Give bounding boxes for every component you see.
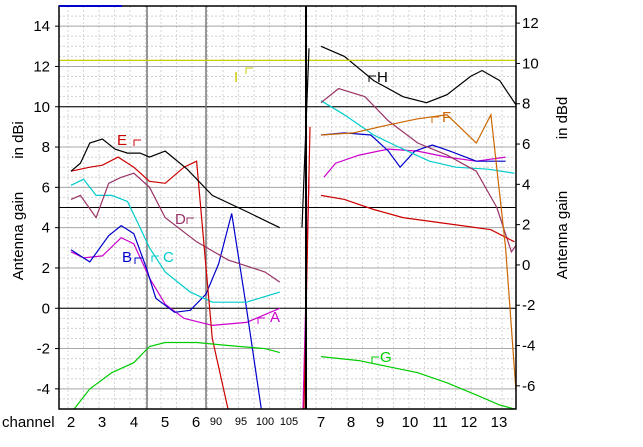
left-y-tick-label: 14 xyxy=(33,18,50,35)
plot-border xyxy=(58,5,517,410)
x-tick-label: 3 xyxy=(98,414,106,431)
x-tick-label: 13 xyxy=(491,414,508,431)
series-f-callout xyxy=(431,116,439,123)
left-y-tick-label: -2 xyxy=(37,341,50,358)
labels-layer: 14 12 10 8 6 4 2 0 -2 -4 12 10 8 6 4 2 0 -2 -4 -6 2 3 4 5 6 7 8 9 10… xyxy=(33,15,538,431)
x-tick-label: 9 xyxy=(376,414,384,431)
series-d-low-band xyxy=(70,172,281,283)
series-a-label: A xyxy=(270,309,280,326)
left-y-tick-label: 6 xyxy=(42,179,50,196)
series-c-label: C xyxy=(163,249,174,266)
x-tick-label: 8 xyxy=(347,414,355,431)
right-y-tick-label: 8 xyxy=(522,96,530,113)
series-g-low-band xyxy=(73,341,280,409)
series-d-label: D xyxy=(175,211,186,228)
series-a-callout xyxy=(257,317,265,324)
right-y-tick-label: 4 xyxy=(522,176,530,193)
x-tick-label: 5 xyxy=(161,414,169,431)
series-g-label: G xyxy=(380,349,392,366)
series-f-high-band xyxy=(320,112,516,400)
left-axis-title-line1: Antenna gain xyxy=(10,192,27,280)
series-layer xyxy=(59,45,516,409)
left-y-tick-label: 10 xyxy=(33,99,50,116)
x-small-tick-label: 90 xyxy=(210,416,222,428)
x-tick-label: 11 xyxy=(432,414,448,431)
series-f-label: F xyxy=(442,109,451,126)
right-y-tick-label: 0 xyxy=(522,257,530,274)
x-tick-label: 4 xyxy=(130,414,138,431)
left-y-tick-label: -4 xyxy=(37,381,50,398)
series-h-label: H xyxy=(377,69,388,86)
series-c-high-band xyxy=(320,100,515,174)
right-y-tick-label: -2 xyxy=(522,297,535,314)
x-tick-label: 2 xyxy=(67,414,75,431)
left-y-tick-label: 2 xyxy=(42,260,50,277)
series-e-callout xyxy=(133,139,141,146)
series-c-callout xyxy=(151,255,159,262)
series-c-low-band xyxy=(70,178,280,303)
series-g-high-band xyxy=(320,356,515,409)
series-h-low-band xyxy=(70,138,281,229)
x-tick-label: 10 xyxy=(402,414,419,431)
major-grid xyxy=(59,6,516,409)
right-y-tick-label: 10 xyxy=(522,55,539,72)
right-axis-title-line1: Antenna gain xyxy=(554,191,571,279)
series-b-high-band xyxy=(320,132,506,169)
series-e-label: E xyxy=(117,132,127,149)
series-a-high-band xyxy=(323,148,506,178)
series-b-label: B xyxy=(122,249,132,266)
left-axis-title-line2: in dBi xyxy=(10,121,27,159)
x-tick-label: 6 xyxy=(192,414,200,431)
right-axis-title-line2: in dBd xyxy=(554,97,571,140)
series-b-callout xyxy=(134,257,142,264)
left-y-tick-label: 0 xyxy=(42,300,50,317)
right-y-tick-label: 2 xyxy=(522,217,530,234)
series-g-callout xyxy=(371,356,379,363)
x-small-tick-label: 95 xyxy=(235,416,247,428)
series-i-label: I xyxy=(234,69,238,86)
x-small-tick-label: 105 xyxy=(280,416,298,428)
left-y-tick-label: 8 xyxy=(42,139,50,156)
left-y-tick-label: 12 xyxy=(33,58,50,75)
series-d-callout xyxy=(186,217,194,224)
series-i-callout xyxy=(245,67,253,74)
series-b-low-band xyxy=(70,213,262,409)
series-h-high-band xyxy=(320,45,516,106)
series-e-low-band xyxy=(70,156,229,409)
series-e-high-band xyxy=(320,194,515,243)
series-h-callout xyxy=(368,75,376,82)
x-axis-title: channel xyxy=(2,414,55,431)
right-y-tick-label: 6 xyxy=(522,136,530,153)
left-y-tick-label: 4 xyxy=(42,220,50,237)
right-y-tick-label: -4 xyxy=(522,338,535,355)
right-y-tick-label: -6 xyxy=(522,378,535,395)
plot-frame xyxy=(58,5,517,410)
x-tick-label: 7 xyxy=(317,414,325,431)
x-small-tick-label: 100 xyxy=(256,416,274,428)
x-tick-label: 12 xyxy=(461,414,478,431)
right-y-tick-label: 12 xyxy=(522,15,539,32)
